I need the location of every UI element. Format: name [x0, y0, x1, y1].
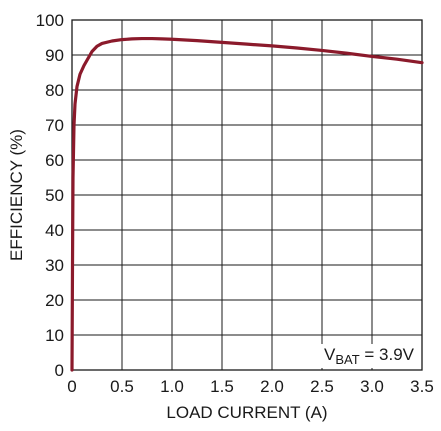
y-tick-label: 20: [45, 291, 64, 310]
y-tick-label: 0: [55, 361, 64, 380]
y-tick-label: 100: [36, 11, 64, 30]
x-axis-label: LOAD CURRENT (A): [166, 403, 327, 422]
annotation-main: V: [324, 345, 336, 364]
grid-lines: [72, 20, 422, 370]
series-layer: [70, 36, 424, 372]
y-tick-labels: 0 10 20 30 40 50 60 70 80 90 100: [36, 11, 64, 380]
x-tick-labels: 0 0.5 1.0 1.5 2.0 2.5 3.0 3.5: [67, 377, 434, 396]
y-tick-label: 90: [45, 46, 64, 65]
y-tick-label: 50: [45, 186, 64, 205]
y-tick-label: 30: [45, 256, 64, 275]
y-tick-label: 70: [45, 116, 64, 135]
y-tick-label: 80: [45, 81, 64, 100]
efficiency-curve: [70, 36, 424, 372]
x-tick-label: 2.5: [310, 377, 334, 396]
annotation-background: [319, 344, 419, 368]
x-tick-label: 0.5: [110, 377, 134, 396]
vbat-annotation: VBAT = 3.9V: [324, 345, 415, 367]
y-tick-label: 10: [45, 326, 64, 345]
x-tick-label: 3.5: [410, 377, 434, 396]
annotation-rest: = 3.9V: [360, 345, 415, 364]
y-axis-label: EFFICIENCY (%): [7, 129, 26, 261]
x-tick-label: 0: [67, 377, 76, 396]
y-tick-label: 60: [45, 151, 64, 170]
y-tick-label: 40: [45, 221, 64, 240]
x-tick-label: 2.0: [260, 377, 284, 396]
x-tick-label: 1.5: [210, 377, 234, 396]
annotation-subscript: BAT: [335, 352, 359, 367]
x-tick-label: 3.0: [360, 377, 384, 396]
x-tick-label: 1.0: [160, 377, 184, 396]
